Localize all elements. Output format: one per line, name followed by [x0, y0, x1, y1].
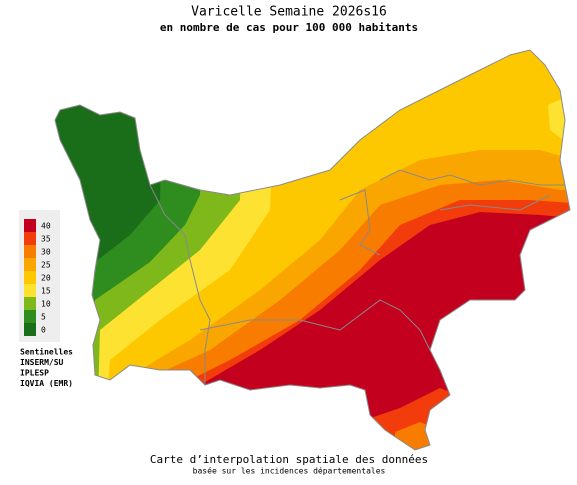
- legend-swatch: [24, 258, 36, 271]
- legend-swatch: [24, 297, 36, 310]
- source-line: INSERM/SU: [20, 358, 64, 367]
- legend-label: 35: [41, 235, 51, 244]
- legend-swatch: [24, 232, 36, 245]
- title: Varicelle Semaine 2026s16: [191, 5, 387, 20]
- legend-label: 25: [41, 261, 51, 270]
- legend-swatch: [24, 310, 36, 323]
- legend-swatch: [24, 323, 36, 336]
- source-line: IPLESP: [20, 369, 49, 378]
- legend-swatch: [24, 284, 36, 297]
- legend-label: 10: [41, 300, 51, 309]
- legend-label: 20: [41, 274, 51, 283]
- source-line: IQVIA (EMR): [20, 379, 73, 388]
- subtitle: en nombre de cas pour 100 000 habitants: [160, 21, 418, 34]
- department-borders: [54, 49, 571, 451]
- legend-swatch: [24, 271, 36, 284]
- legend-swatch: [24, 245, 36, 258]
- source-line: Sentinelles: [20, 347, 73, 357]
- legend-label: 15: [41, 287, 51, 296]
- footer-subline: basée sur les incidences départementales: [193, 466, 386, 476]
- legend-label: 30: [41, 248, 51, 257]
- footer-line: Carte d’interpolation spatiale des donné…: [150, 453, 428, 466]
- legend-swatch: [24, 219, 36, 232]
- legend: 40 35 30 25 20 15 10 5 0: [24, 219, 51, 336]
- legend-label: 40: [41, 222, 51, 231]
- legend-label: 0: [41, 326, 46, 335]
- legend-label: 5: [41, 313, 46, 322]
